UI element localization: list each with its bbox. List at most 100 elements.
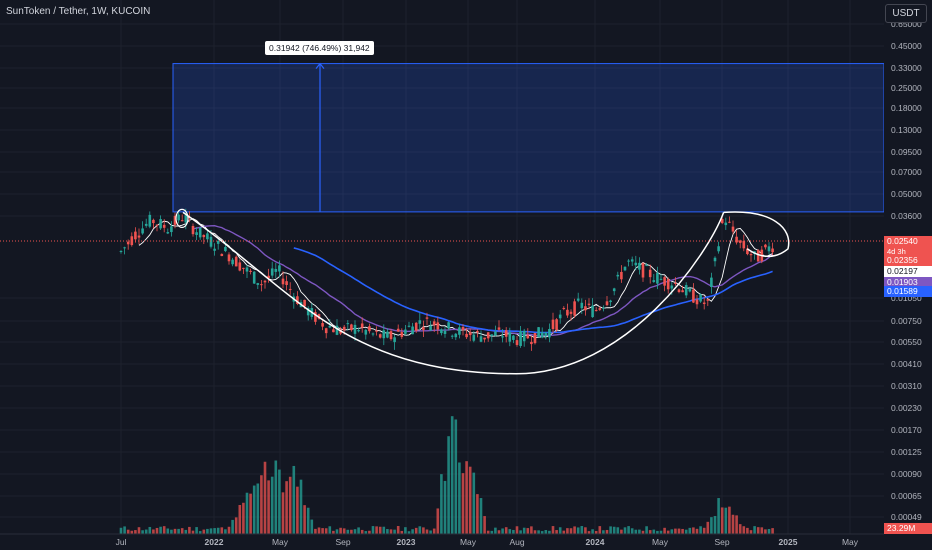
volume-bar — [260, 475, 263, 534]
volume-bar — [162, 526, 166, 534]
volume-bar — [274, 460, 278, 534]
candle-body — [558, 314, 562, 319]
candle-body — [656, 272, 659, 284]
candle-body — [706, 299, 710, 301]
candle-body — [278, 265, 281, 272]
volume-bar — [648, 530, 652, 534]
volume-bar — [490, 530, 494, 534]
volume-bar — [677, 528, 681, 534]
volume-bar — [663, 527, 666, 534]
time-tick-label: 2025 — [779, 537, 798, 547]
volume-bar — [440, 474, 443, 534]
volume-bar — [458, 462, 461, 534]
candle-body — [681, 290, 684, 293]
candle-body — [440, 329, 443, 334]
volume-bar — [231, 519, 234, 534]
volume-bar — [256, 483, 260, 534]
volume-bar — [278, 469, 281, 534]
candle-body — [324, 328, 328, 334]
candle-body — [537, 327, 540, 338]
volume-bar — [641, 530, 645, 534]
candle-body — [612, 288, 616, 292]
candle-body — [522, 330, 526, 342]
volume-bar — [159, 526, 162, 534]
volume-bar — [357, 527, 360, 534]
volume-bar — [378, 526, 382, 534]
volume-bar — [620, 529, 623, 534]
volume-bar — [216, 527, 220, 534]
time-tick-label: 2024 — [586, 537, 605, 547]
candle-body — [731, 226, 735, 232]
volume-bar — [508, 529, 512, 534]
price-tick-label: 0.05000 — [891, 189, 922, 199]
volume-bar — [771, 528, 774, 534]
price-tick-label: 0.33000 — [891, 63, 922, 73]
candle-body — [371, 333, 375, 335]
candle-body — [407, 325, 411, 327]
candle-body — [404, 329, 407, 334]
candle-body — [224, 246, 227, 252]
volume-bar — [346, 529, 350, 534]
volume-bar — [429, 530, 432, 534]
volume-bar — [314, 528, 317, 534]
volume-bar — [238, 504, 242, 534]
volume-bar — [522, 527, 526, 534]
time-tick-label: Sep — [335, 537, 350, 547]
cup-and-handle-drawing[interactable] — [175, 208, 790, 375]
candle-body — [126, 241, 130, 245]
volume-bar — [310, 519, 314, 534]
volume-bar — [659, 530, 663, 534]
candle-body — [652, 280, 656, 282]
candle-body — [303, 299, 306, 307]
candle-body — [123, 247, 126, 249]
volume-bar — [404, 527, 407, 534]
candle-body — [353, 324, 357, 334]
volume-bar — [195, 527, 198, 534]
volume-bar — [288, 476, 292, 534]
volume-bar — [645, 526, 648, 534]
candle-body — [746, 248, 749, 255]
currency-button[interactable]: USDT — [885, 4, 927, 23]
candle-body — [170, 226, 173, 233]
volume-bar — [530, 526, 533, 534]
volume-bar — [638, 529, 641, 534]
volume-bar — [360, 529, 364, 534]
candle-body — [141, 228, 144, 234]
candle-body — [569, 311, 573, 314]
volume-bar — [461, 473, 465, 534]
candle-body — [735, 236, 738, 243]
volume-bar — [188, 526, 191, 534]
volume-bar — [252, 485, 256, 534]
time-axis[interactable]: Jul 2022 May Sep 2023 May Aug 2024 May Sep 2025 May — [0, 533, 884, 547]
volume-bar — [436, 508, 440, 534]
volume-bar — [602, 530, 605, 534]
candle-body — [756, 250, 760, 262]
volume-bar — [296, 486, 299, 534]
candle-body — [458, 327, 461, 335]
candle-body — [177, 214, 180, 221]
candle-body — [288, 288, 292, 290]
candle-body — [306, 308, 310, 316]
candle-body — [501, 336, 504, 338]
volume-bar — [152, 529, 155, 534]
volume-bar — [724, 507, 728, 534]
candle-body — [573, 301, 576, 316]
price-tick-label: 0.03600 — [891, 211, 922, 221]
candle-body — [184, 215, 188, 223]
volume-bar — [396, 526, 400, 534]
measure-range-box[interactable] — [172, 62, 885, 213]
candle-body — [368, 326, 371, 332]
volume-bar — [443, 480, 447, 534]
volume-bar — [569, 528, 573, 534]
volume-bar — [166, 528, 170, 534]
candle-body — [256, 283, 260, 285]
candle-body — [411, 326, 414, 335]
price-tick-label: 0.25000 — [891, 83, 922, 93]
candle-body — [461, 327, 465, 331]
candle-body — [252, 271, 256, 284]
candle-body — [504, 330, 508, 337]
volume-bar — [245, 492, 249, 534]
volume-bar — [504, 527, 508, 534]
candle-body — [771, 248, 774, 253]
